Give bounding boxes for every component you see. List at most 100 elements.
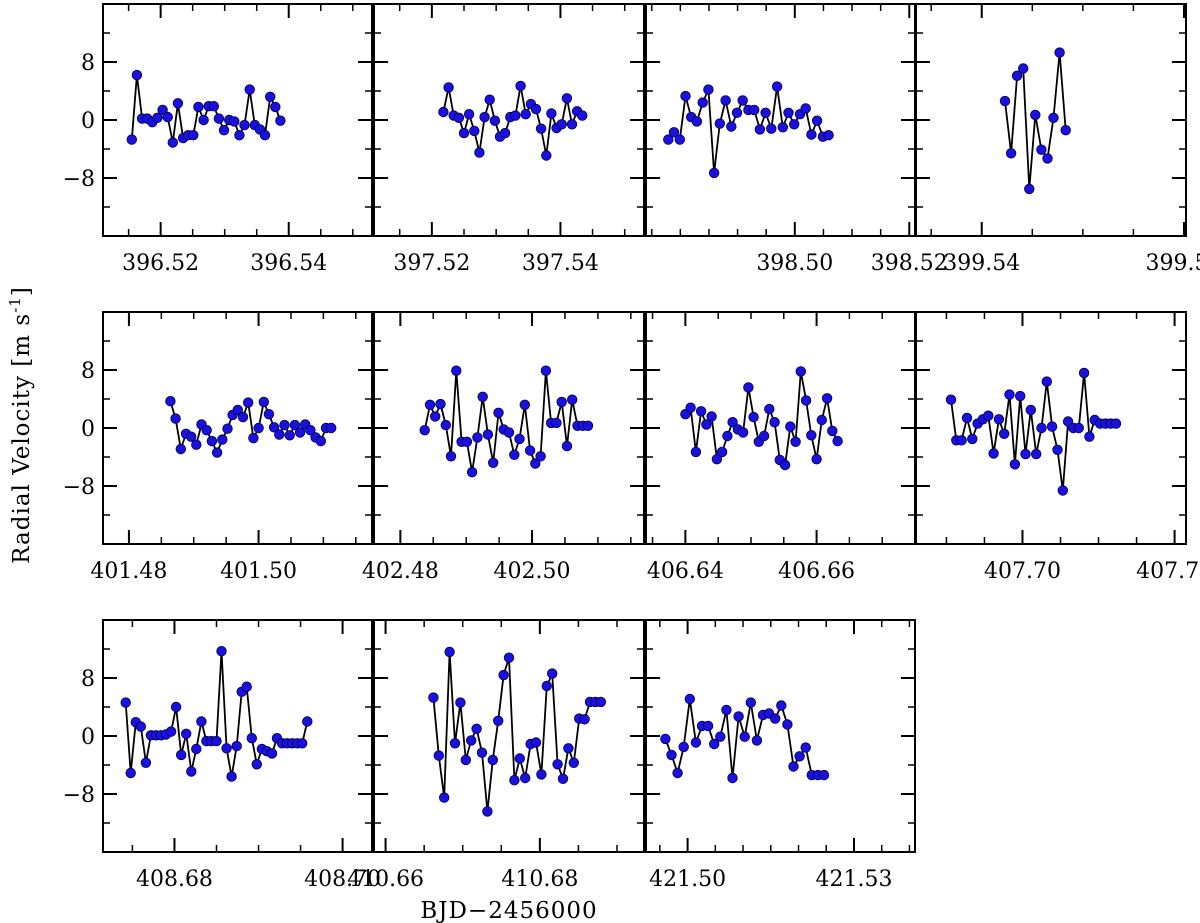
- x-tick-label: 396.52: [122, 251, 199, 276]
- rv-data-point: [471, 723, 482, 735]
- rv-data-point: [440, 419, 452, 431]
- rv-data-point: [672, 767, 683, 779]
- rv-data-point: [737, 427, 749, 438]
- rv-data-point: [708, 167, 720, 179]
- rv-data-point: [790, 436, 801, 448]
- rv-data-point: [289, 419, 301, 431]
- y-tick-label: 8: [81, 667, 95, 692]
- rv-data-point: [180, 728, 192, 740]
- rv-data-point: [251, 759, 262, 770]
- rv-data-point: [733, 711, 744, 722]
- rv-data-point: [794, 751, 805, 762]
- rv-data-point: [315, 435, 327, 447]
- rv-data-point: [520, 772, 531, 784]
- rv-data-point: [1084, 431, 1095, 442]
- rv-data-point: [777, 122, 789, 133]
- rv-data-point: [1042, 153, 1053, 164]
- rv-data-point: [430, 411, 441, 422]
- rv-data-point: [1030, 448, 1042, 460]
- rv-data-point: [172, 98, 184, 109]
- rv-data-point: [764, 403, 775, 415]
- rv-data-point: [660, 733, 671, 745]
- rv-data-point: [1020, 448, 1031, 460]
- rv-data-point: [800, 395, 812, 406]
- rv-data-point: [234, 129, 245, 141]
- rv-data-point: [503, 427, 515, 438]
- rv-data-point: [1041, 376, 1053, 387]
- rv-data-point: [557, 773, 569, 785]
- rv-data-point: [266, 748, 278, 759]
- y-axis-title-end: ]: [9, 286, 35, 296]
- rv-data-point: [201, 425, 212, 436]
- rv-data-point: [499, 127, 511, 139]
- rv-data-point: [131, 69, 143, 81]
- rv-data-point: [226, 771, 237, 782]
- rv-data-point: [751, 735, 763, 746]
- rv-data-point: [510, 110, 521, 121]
- rv-data-point: [663, 134, 674, 145]
- rv-data-point: [956, 435, 967, 446]
- rv-data-point: [305, 425, 316, 436]
- rv-data-point: [1048, 112, 1059, 124]
- rv-data-point: [165, 726, 177, 737]
- rv-data-point: [721, 704, 732, 716]
- rv-data-point: [823, 129, 834, 141]
- rv-data-point: [472, 432, 483, 443]
- rv-data-point: [702, 720, 714, 732]
- rv-data-point: [191, 743, 202, 755]
- rv-data-point: [766, 123, 777, 134]
- rv-data-point: [239, 119, 250, 131]
- rv-data-point: [482, 806, 493, 817]
- rv-data-point: [582, 420, 594, 432]
- rv-data-point: [218, 124, 230, 136]
- rv-data-point: [191, 439, 202, 450]
- rv-data-point: [466, 735, 477, 746]
- rv-data-point: [818, 769, 830, 781]
- rv-data-point: [800, 103, 811, 114]
- y-tick-label: 0: [81, 417, 95, 442]
- rv-data-point: [466, 467, 478, 478]
- rv-data-point: [484, 94, 495, 105]
- rv-data-point: [449, 738, 461, 749]
- panel-4: 399.54 399.56: [915, 3, 1200, 276]
- rv-data-point: [551, 417, 562, 429]
- rv-data-point: [748, 411, 759, 423]
- x-tick-label: 401.50: [220, 559, 297, 584]
- rv-data-point: [568, 757, 580, 769]
- rv-data-point: [196, 716, 207, 727]
- rv-data-point: [547, 668, 558, 679]
- rv-data-point: [779, 459, 791, 471]
- rv-data-point: [424, 399, 436, 411]
- x-tick-label: 406.64: [647, 559, 724, 584]
- rv-data-point: [552, 759, 563, 770]
- x-tick-label: 397.54: [522, 251, 599, 276]
- rv-series-line: [124, 651, 309, 777]
- rv-data-point: [167, 137, 179, 148]
- rv-data-point: [186, 766, 197, 777]
- y-axis-title: Radial Velocity [m s-1]: [6, 286, 35, 564]
- rv-data-point: [477, 391, 488, 403]
- rv-data-point: [253, 422, 264, 434]
- rv-data-point: [811, 115, 823, 126]
- rv-data-point: [743, 382, 754, 393]
- rv-data-point: [961, 412, 973, 424]
- rv-data-point: [754, 124, 766, 135]
- rv-data-point: [678, 741, 689, 753]
- rv-data-point: [435, 398, 446, 410]
- rv-series-line: [950, 372, 1116, 491]
- rv-data-point: [577, 110, 588, 121]
- rv-data-point: [487, 754, 499, 766]
- rv-data-point: [274, 429, 285, 440]
- panel-frame: [645, 311, 916, 545]
- rv-data-point: [541, 680, 553, 692]
- rv-data-point: [165, 396, 176, 407]
- x-tick-label: 397.52: [393, 251, 470, 276]
- rv-data-point: [474, 147, 485, 158]
- rv-data-point: [561, 440, 573, 452]
- y-tick-label: 8: [81, 51, 95, 76]
- rv-data-point: [690, 446, 702, 458]
- rv-data-point: [1015, 390, 1026, 402]
- rv-data-point: [175, 749, 187, 761]
- rv-data-point: [695, 406, 707, 417]
